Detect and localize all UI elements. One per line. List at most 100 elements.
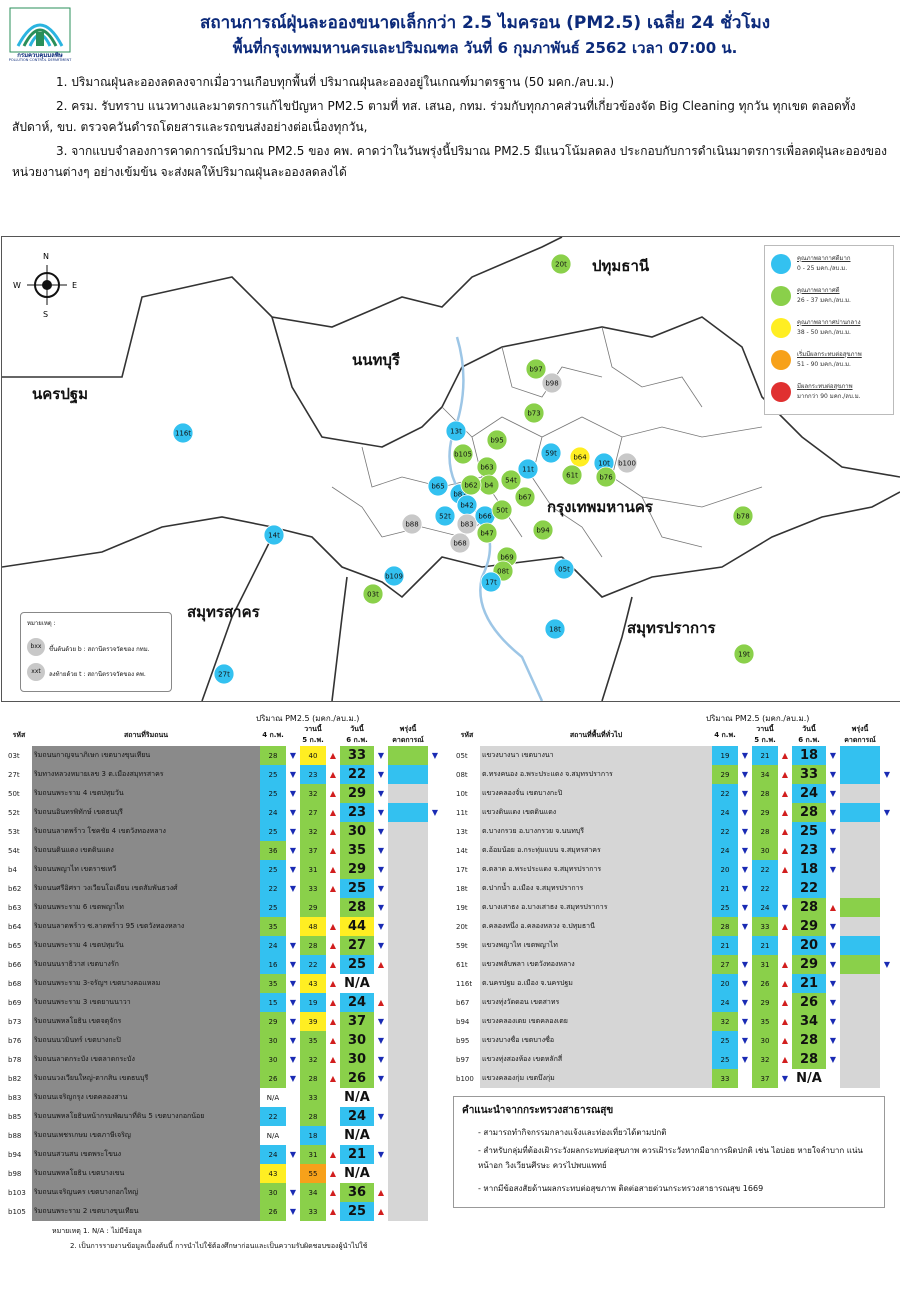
value-6feb: N/A [340, 974, 374, 993]
forecast-cell [840, 765, 880, 784]
station-name: แขวงพลับพลา เขตวังทองหลาง [480, 955, 712, 974]
trend-arrow-5feb: ▲ [781, 865, 789, 874]
value-4feb: 28 [260, 746, 286, 765]
station-code: b103 [8, 1188, 26, 1197]
station-label: b100 [618, 460, 636, 468]
trend-arrow-6feb: ▼ [829, 865, 837, 874]
station-label: b94 [536, 527, 550, 535]
legend-label: คุณภาพอากาศดีมาก [797, 255, 851, 262]
trend-arrow-5feb: ▲ [329, 922, 337, 931]
station-label: 13t [450, 428, 462, 436]
trend-arrow-5feb: ▲ [781, 789, 789, 798]
trend-arrow-forecast [428, 841, 442, 860]
trend-arrow-6feb: ▼ [377, 1150, 385, 1159]
station-marker: 11t [517, 458, 539, 480]
value-5feb: 19 [300, 993, 326, 1012]
trend-arrow-5feb: ▲ [329, 1074, 337, 1083]
table-row: 52t ริมถนนอินทรพิทักษ์ เขตธนบุรี 24 ▼ 27 ▲ 23 ▼… [6, 803, 442, 822]
station-dot [595, 466, 617, 488]
forecast-cell [840, 955, 880, 974]
col-code: รหัส [460, 730, 474, 739]
station-code: b82 [8, 1074, 22, 1083]
value-4feb: 35 [260, 974, 286, 993]
trend-arrow-forecast: ▼ [883, 960, 891, 969]
value-4feb: 22 [712, 822, 738, 841]
trend-arrow-6feb: ▼ [377, 884, 385, 893]
col-name: สถานที่พื้นที่ทั่วไป [569, 730, 623, 739]
value-6feb: 24 [792, 784, 826, 803]
province-samut-prakan: สมุทรปราการ [627, 619, 716, 638]
station-code: b97 [456, 1055, 470, 1064]
compass-icon [27, 265, 67, 305]
trend-arrow-4feb: ▼ [741, 998, 749, 1007]
value-5feb: 21 [752, 746, 778, 765]
station-marker: b76 [595, 466, 617, 488]
value-6feb: 25 [792, 822, 826, 841]
station-label: b73 [527, 410, 540, 418]
station-label: b64 [573, 454, 587, 462]
value-5feb: 34 [300, 1183, 326, 1202]
trend-arrow-6feb: ▼ [829, 979, 837, 988]
value-4feb: 28 [712, 917, 738, 936]
value-6feb: 26 [340, 1069, 374, 1088]
col-forecast: พรุ่งนี้ คาดการณ์ [840, 724, 880, 746]
value-4feb: 36 [260, 841, 286, 860]
advice-title: คำแนะนำจากกระทรวงสาธารณสุข [462, 1105, 614, 1116]
trend-arrow-6feb: ▼ [377, 770, 385, 779]
page-subtitle: พื้นที่กรุงเทพมหานครและปริมณฑล วันที่ 6 … [232, 39, 738, 57]
station-label: 18t [549, 626, 561, 634]
value-5feb: 37 [752, 1069, 778, 1088]
trend-arrow-6feb [374, 1126, 388, 1145]
trend-arrow-6feb: ▼ [829, 789, 837, 798]
value-6feb: 22 [792, 879, 826, 898]
col-d6-date: 6 ก.พ. [798, 736, 820, 744]
trend-arrow-5feb [326, 898, 340, 917]
station-label: 61t [566, 472, 578, 480]
value-5feb: 48 [300, 917, 326, 936]
station-label: 52t [439, 513, 451, 521]
forecast-cell [388, 860, 428, 879]
table-row: b103 ริมถนนเจริญนคร เขตบางกอกใหญ่ 30 ▼ 34 ▲ 36… [6, 1183, 442, 1202]
trend-arrow-5feb: ▲ [781, 1036, 789, 1045]
value-4feb: 24 [260, 1145, 286, 1164]
station-dot [491, 499, 513, 521]
forecast-cell [388, 803, 428, 822]
trend-arrow-5feb: ▲ [329, 1188, 337, 1197]
trend-arrow-6feb: ▼ [377, 808, 385, 817]
station-name: ริมถนนเจริญนคร เขตบางกอกใหญ่ [32, 1183, 260, 1202]
station-dot [445, 420, 467, 442]
station-name: ริมถนนศรีอิศรา วงเวียนโอเดียน เขตสัมพันธ… [32, 879, 260, 898]
trend-arrow-4feb: ▼ [741, 960, 749, 969]
trend-arrow-4feb: ▼ [741, 846, 749, 855]
note-dot-bma: bxx [27, 638, 45, 656]
value-4feb: 19 [712, 746, 738, 765]
table-row: b105 ริมถนนพระราม 2 เขตบางขุนเทียน 26 ▼ 33 ▲ 2… [6, 1202, 442, 1221]
trend-arrow-4feb [286, 1126, 300, 1145]
station-marker: 20t [550, 253, 572, 275]
trend-arrow-forecast [428, 993, 442, 1012]
station-name: แขวงคลองเตย เขตคลองเตย [480, 1012, 712, 1031]
trend-arrow-4feb [286, 1107, 300, 1126]
station-marker: 54t [500, 469, 522, 491]
table-row: 08t ต.ทรงคนอง อ.พระประแดง จ.สมุทรปราการ 29… [454, 765, 894, 784]
table-row: b98 ริมถนนพหลโยธิน เขตบางเขน 43 55 ▲ N/A [6, 1164, 442, 1183]
station-marker: b47 [476, 522, 498, 544]
trend-arrow-4feb: ▼ [741, 1036, 749, 1045]
station-label: 03t [367, 591, 379, 599]
table-row: 61t แขวงพลับพลา เขตวังทองหลาง 27 ▼ 31 ▲ 29 ▼ ▼ [454, 955, 894, 974]
station-marker: b65 [427, 475, 449, 497]
value-5feb: 29 [752, 993, 778, 1012]
trend-arrow-4feb: ▼ [741, 751, 749, 760]
col-d5-top: วานนี้ [756, 725, 774, 733]
forecast-cell [388, 993, 428, 1012]
col-d5: วานนี้ 5 ก.พ. [752, 724, 778, 746]
trend-arrow-6feb: ▲ [377, 1207, 385, 1216]
trend-arrow-5feb: ▲ [781, 960, 789, 969]
station-label: b83 [460, 521, 473, 529]
station-name: ริมถนนพระราม 3-จรัญฯ เขตบางคอแหลม [32, 974, 260, 993]
station-label: b97 [529, 366, 542, 374]
value-4feb: 20 [712, 974, 738, 993]
trend-arrow-4feb: ▼ [289, 941, 297, 950]
station-label: b109 [385, 573, 403, 581]
station-dot [732, 505, 754, 527]
